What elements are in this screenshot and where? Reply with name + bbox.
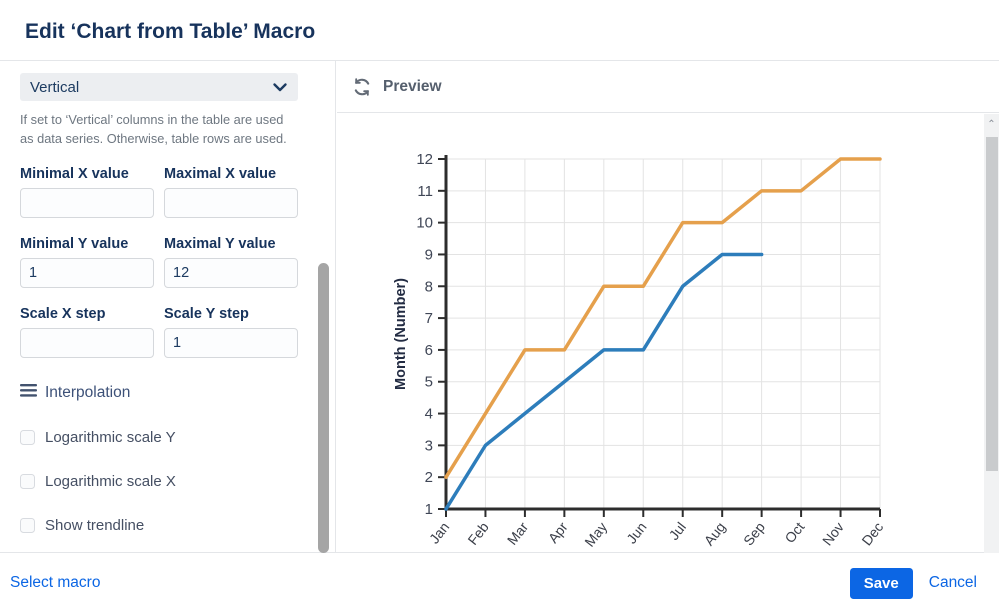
show-trendline-checkbox[interactable] xyxy=(20,518,35,534)
minimal-x-input[interactable] xyxy=(20,188,154,219)
svg-text:Apr: Apr xyxy=(545,519,571,546)
preview-header: Preview xyxy=(337,61,999,113)
minimal-y-label: Minimal Y value xyxy=(20,236,129,253)
log-scale-y-checkbox[interactable] xyxy=(20,430,35,446)
svg-text:12: 12 xyxy=(416,151,433,168)
dialog-content: Vertical If set to ‘Vertical’ columns in… xyxy=(0,60,999,582)
log-scale-x-label: Logarithmic scale X xyxy=(45,473,176,491)
field-scale-y-step: Scale Y step xyxy=(164,306,298,359)
svg-text:Jan: Jan xyxy=(426,519,453,547)
log-scale-x-row: Logarithmic scale X xyxy=(20,473,298,490)
cancel-link[interactable]: Cancel xyxy=(928,574,977,591)
svg-text:8: 8 xyxy=(425,278,433,295)
field-minimal-y: Minimal Y value xyxy=(20,236,154,289)
minimal-x-label: Minimal X value xyxy=(20,166,129,183)
svg-text:3: 3 xyxy=(425,437,433,454)
svg-text:Aug: Aug xyxy=(701,519,729,548)
svg-text:5: 5 xyxy=(425,374,433,391)
field-maximal-y: Maximal Y value xyxy=(164,236,298,289)
svg-text:Dec: Dec xyxy=(858,519,886,548)
field-maximal-x: Maximal X value xyxy=(164,166,298,219)
svg-text:Mar: Mar xyxy=(504,519,532,548)
svg-text:6: 6 xyxy=(425,342,433,359)
svg-text:10: 10 xyxy=(416,215,433,232)
refresh-icon[interactable] xyxy=(352,77,372,97)
maximal-x-label: Maximal X value xyxy=(164,166,277,183)
preview-panel: Preview 1 2 3 4 5 6 7 8 9 10 11 12 Jan Feb Mar Apr May Ju… xyxy=(337,61,999,582)
svg-text:11: 11 xyxy=(417,183,433,200)
orientation-help-text: If set to ‘Vertical’ columns in the tabl… xyxy=(20,112,287,146)
svg-text:May: May xyxy=(581,519,610,550)
preview-body: 1 2 3 4 5 6 7 8 9 10 11 12 Jan Feb Mar Apr May Jun Jul Aug S… xyxy=(337,114,984,582)
preview-scrollbar[interactable]: ⌃ xyxy=(984,114,999,553)
svg-text:Jun: Jun xyxy=(623,519,650,547)
svg-text:Nov: Nov xyxy=(819,519,847,548)
log-scale-y-label: Logarithmic scale Y xyxy=(45,429,176,447)
select-macro-link[interactable]: Select macro xyxy=(10,574,101,591)
scroll-up-icon[interactable]: ⌃ xyxy=(987,119,996,130)
svg-text:Jul: Jul xyxy=(665,519,689,543)
svg-text:Oct: Oct xyxy=(781,519,807,546)
svg-text:Sep: Sep xyxy=(740,519,768,549)
field-minimal-x: Minimal X value xyxy=(20,166,154,219)
dialog-footer: Select macro Save Cancel xyxy=(0,554,999,612)
save-button[interactable]: Save xyxy=(849,567,913,599)
show-trendline-row: Show trendline xyxy=(20,517,298,534)
maximal-x-input[interactable] xyxy=(164,188,298,219)
svg-text:4: 4 xyxy=(425,406,433,423)
svg-text:Feb: Feb xyxy=(464,519,492,548)
minimal-y-input[interactable] xyxy=(20,258,154,289)
hamburger-icon xyxy=(20,384,37,402)
field-scale-x-step: Scale X step xyxy=(20,306,154,359)
settings-panel: Vertical If set to ‘Vertical’ columns in… xyxy=(0,61,336,553)
orientation-select[interactable]: Vertical xyxy=(20,73,298,101)
chevron-down-icon xyxy=(272,80,288,94)
scale-x-step-input[interactable] xyxy=(20,328,154,359)
log-scale-y-row: Logarithmic scale Y xyxy=(20,429,298,446)
scale-x-step-label: Scale X step xyxy=(20,306,106,323)
orientation-selected-value: Vertical xyxy=(30,78,80,96)
maximal-y-input[interactable] xyxy=(164,258,298,289)
show-trendline-label: Show trendline xyxy=(45,517,145,535)
preview-title: Preview xyxy=(383,77,442,95)
scale-y-step-label: Scale Y step xyxy=(164,306,249,323)
svg-text:1: 1 xyxy=(425,501,433,518)
svg-text:2: 2 xyxy=(425,469,433,486)
svg-text:7: 7 xyxy=(425,310,433,327)
preview-scrollbar-thumb[interactable] xyxy=(985,137,998,471)
log-scale-x-checkbox[interactable] xyxy=(20,474,35,490)
svg-text:9: 9 xyxy=(425,246,433,263)
interpolation-section-toggle[interactable]: Interpolation xyxy=(20,384,298,402)
svg-text:Month (Number): Month (Number) xyxy=(393,278,409,390)
interpolation-label: Interpolation xyxy=(45,384,131,402)
maximal-y-label: Maximal Y value xyxy=(164,236,276,253)
scale-y-step-input[interactable] xyxy=(164,328,298,359)
settings-scrollbar-thumb[interactable] xyxy=(318,263,329,553)
dialog-title: Edit ‘Chart from Table’ Macro xyxy=(25,20,316,43)
